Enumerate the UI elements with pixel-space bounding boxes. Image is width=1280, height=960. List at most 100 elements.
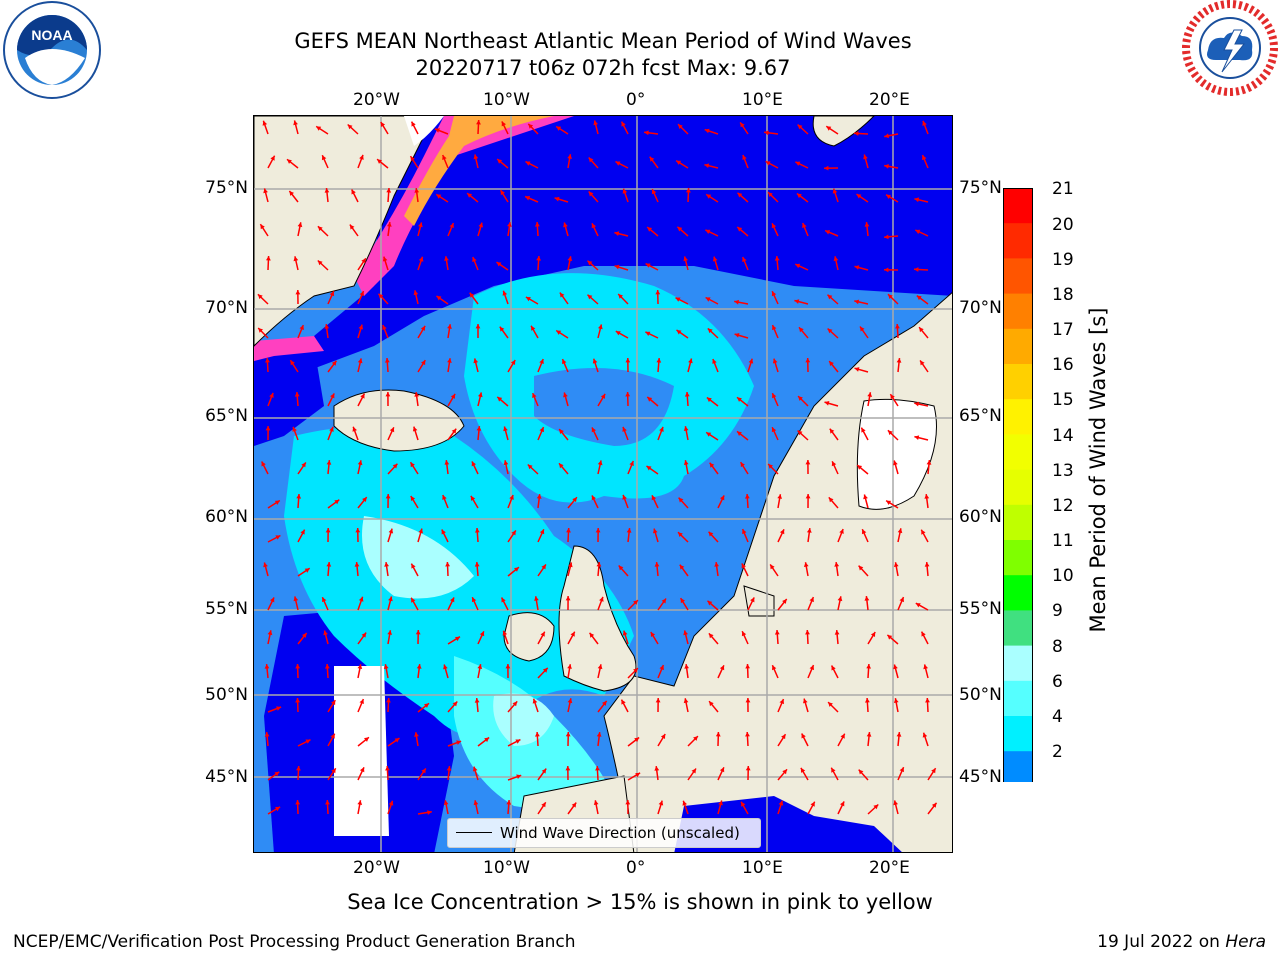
wave-direction-arrowhead <box>479 631 485 637</box>
colorbar-segment <box>1003 469 1033 506</box>
wave-direction-arrowhead <box>265 358 270 363</box>
map-legend: Wind Wave Direction (unscaled) <box>447 818 761 848</box>
wave-direction-arrowhead <box>644 130 649 136</box>
wave-direction-arrowhead <box>922 120 927 126</box>
wave-direction-arrowhead <box>734 333 740 338</box>
wave-direction-arrowhead <box>503 460 509 466</box>
wave-direction-arrowhead <box>706 397 712 403</box>
wave-direction-arrowhead <box>742 257 747 262</box>
wave-direction-arrowhead <box>679 564 685 570</box>
wave-direction-arrowhead <box>351 189 356 195</box>
wave-direction-arrowhead <box>870 632 876 637</box>
wave-direction-arrowhead <box>355 528 361 533</box>
wave-direction-arrowhead <box>475 324 481 329</box>
wave-direction-arrowhead <box>352 426 357 432</box>
wave-direction-arrowhead <box>302 633 307 638</box>
wave-direction-arrowhead <box>572 497 577 503</box>
wave-direction-arrowhead <box>442 495 447 500</box>
wave-direction-arrowhead <box>919 327 924 333</box>
wave-direction-arrowhead <box>386 188 392 193</box>
wave-period-map: Wind Wave Direction (unscaled) <box>253 115 953 853</box>
wave-direction-arrowhead <box>554 196 560 202</box>
wave-direction-arrowhead <box>718 800 723 806</box>
wave-direction-arrowhead <box>741 563 746 569</box>
wave-direction-arrowhead <box>693 736 698 741</box>
wave-direction-arrowhead <box>567 256 573 261</box>
wave-direction-arrowhead <box>745 494 750 499</box>
wave-direction-arrowhead <box>442 155 447 160</box>
wave-direction-arrowhead <box>293 596 299 602</box>
wave-direction-arrowhead <box>888 294 893 299</box>
wave-direction-arrowhead <box>361 258 366 264</box>
wave-direction-arrowhead <box>506 800 512 805</box>
colorbar-segment <box>1003 223 1033 259</box>
wave-direction-arrowhead <box>858 769 864 775</box>
lat-tick-left-50n: 50°N <box>205 685 248 705</box>
wave-direction-arrowhead <box>418 222 423 228</box>
wave-direction-arrowhead <box>296 494 302 499</box>
wave-direction-arrowhead <box>267 630 273 636</box>
wave-direction-arrowhead <box>421 768 426 774</box>
wave-direction-arrowhead <box>258 328 263 333</box>
wave-direction-arrowhead <box>469 292 475 298</box>
wave-direction-arrowhead <box>535 732 540 737</box>
wave-direction-arrowhead <box>706 432 712 437</box>
wave-direction-arrowhead <box>737 397 742 402</box>
wave-direction-arrowhead <box>615 331 621 336</box>
wave-direction-arrowhead <box>633 600 638 605</box>
wave-direction-arrowhead <box>801 733 806 739</box>
wave-direction-arrowhead <box>861 529 867 535</box>
cb-tick-15: 15 <box>1052 390 1074 410</box>
wave-direction-arrowhead <box>470 495 476 501</box>
wave-direction-arrowhead <box>539 427 544 433</box>
wave-direction-arrowhead <box>602 700 607 706</box>
wave-direction-arrowhead <box>772 393 777 399</box>
wave-direction-arrowhead <box>893 460 898 466</box>
wave-direction-arrowhead <box>293 120 298 126</box>
wave-direction-arrowhead <box>354 562 360 567</box>
colorbar-frame <box>1003 188 1033 782</box>
wave-direction-arrowhead <box>596 732 602 737</box>
wave-direction-arrowhead <box>445 562 450 567</box>
wave-direction-arrowhead <box>840 801 845 807</box>
wave-direction-arrowhead <box>651 189 657 195</box>
wave-direction-arrowhead <box>275 535 281 540</box>
colorbar-segment <box>1003 540 1033 576</box>
wave-direction-arrowhead <box>707 600 713 606</box>
wave-direction-arrowhead <box>595 528 601 533</box>
wave-direction-arrowhead <box>626 528 632 533</box>
wave-direction-arrowhead <box>446 766 452 771</box>
cb-tick-14: 14 <box>1052 426 1074 446</box>
wave-direction-arrowhead <box>359 154 364 160</box>
sea-ice-greenland-south <box>254 336 324 361</box>
wave-direction-arrowhead <box>809 665 814 671</box>
wave-direction-arrowhead <box>450 597 455 603</box>
wave-direction-arrowhead <box>383 664 389 669</box>
wave-direction-arrowhead <box>854 265 860 270</box>
wave-direction-arrowhead <box>331 768 336 774</box>
colorbar-segment <box>1003 293 1033 330</box>
wave-direction-arrowhead <box>741 631 747 637</box>
colorbar-segment <box>1003 610 1033 647</box>
wave-direction-arrowhead <box>765 161 771 166</box>
wave-direction-arrowhead <box>824 165 829 171</box>
wave-direction-arrowhead <box>931 768 936 774</box>
lat-tick-right-55n: 55°N <box>959 599 1002 619</box>
lon-tick-top-10e: 10°E <box>742 90 783 110</box>
wave-direction-arrowhead <box>914 435 920 440</box>
wave-direction-arrowhead <box>914 401 920 407</box>
cb-tick-6: 6 <box>1052 672 1063 692</box>
wave-direction-arrowhead <box>505 664 511 669</box>
cb-tick-9: 9 <box>1052 601 1063 621</box>
wave-direction-arrowhead <box>654 766 660 771</box>
wave-direction-arrowhead <box>473 154 479 160</box>
wave-direction-arrowhead <box>473 800 479 806</box>
colorbar-segment <box>1003 504 1033 541</box>
wave-direction-arrowhead <box>330 393 335 399</box>
lat-tick-left-55n: 55°N <box>205 599 248 619</box>
wave-direction-arrowhead <box>622 426 627 432</box>
ireland <box>503 612 555 662</box>
wave-direction-arrowhead <box>539 359 544 364</box>
wave-direction-arrowhead <box>589 632 595 638</box>
wave-direction-arrowhead <box>265 426 271 431</box>
